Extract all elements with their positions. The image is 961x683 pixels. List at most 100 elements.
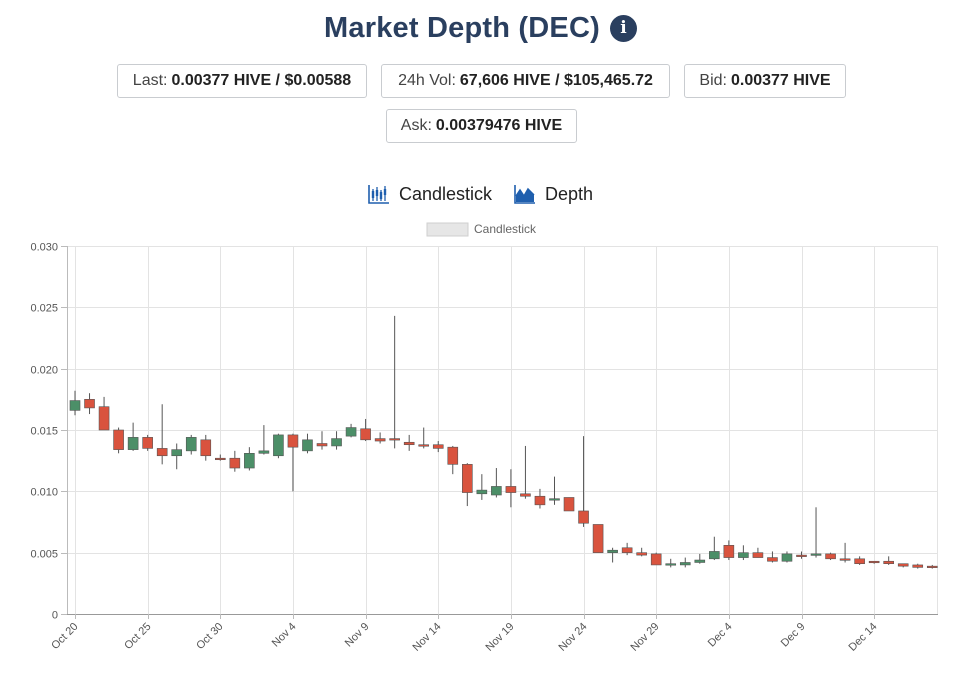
candle [244, 447, 255, 471]
candle [549, 476, 560, 505]
candle [723, 540, 735, 561]
candle [912, 563, 924, 569]
chart-type-tabs: Candlestick Depth [0, 180, 961, 208]
candle [185, 434, 197, 455]
candle-body [607, 549, 618, 553]
candle-body [767, 557, 778, 562]
candle [767, 551, 778, 563]
stat-ask-value: 0.00379476 HIVE [435, 117, 563, 134]
candle [229, 450, 241, 472]
stat-volume-value: 67,606 HIVE / $105,465.72 [459, 72, 653, 89]
candle-body [316, 443, 328, 447]
candle [476, 474, 488, 500]
candle-body [650, 553, 662, 566]
title-row: Market Depth (DEC) i [0, 8, 961, 48]
candle-body [418, 444, 430, 447]
candle [709, 536, 720, 561]
x-tick-label: Nov 19 [483, 621, 516, 654]
tab-depth[interactable]: Depth [514, 184, 593, 205]
stat-last-label: Last: [132, 72, 168, 89]
candle-body [142, 437, 153, 449]
x-tick-label: Dec 9 [779, 621, 808, 650]
candle [607, 547, 618, 563]
candle [491, 468, 502, 498]
y-tick-label: 0.025 [30, 303, 58, 315]
candle-body [287, 434, 299, 448]
candle [665, 558, 677, 568]
x-tick-label: Nov 14 [410, 621, 443, 654]
candle-body [432, 444, 444, 449]
candle [781, 551, 793, 563]
candle-body [98, 406, 110, 431]
candle [854, 556, 865, 565]
candle [868, 560, 880, 564]
candle [389, 315, 400, 449]
candle [926, 564, 938, 569]
x-tick-label: Nov 9 [343, 621, 372, 650]
candle-body [258, 450, 270, 454]
page-title: Market Depth (DEC) [324, 11, 600, 44]
candle-body [592, 524, 604, 553]
candle-body [185, 437, 197, 452]
tab-depth-label: Depth [545, 183, 594, 204]
stat-bid: Bid: 0.00377 HIVE [684, 64, 846, 98]
x-tick-label: Nov 29 [628, 621, 661, 654]
candle [520, 445, 531, 499]
candle [534, 488, 546, 509]
depth-chart-icon [514, 184, 536, 204]
candle [69, 390, 81, 416]
y-tick-label: 0.005 [30, 549, 58, 561]
candle-body [636, 552, 647, 556]
candle-body [127, 437, 139, 450]
candle [418, 427, 430, 449]
stat-volume: 24h Vol: 67,606 HIVE / $105,465.72 [381, 64, 670, 98]
candle-body [723, 545, 735, 558]
x-tick-label: Dec 14 [846, 621, 879, 654]
x-tick-label: Dec 4 [706, 621, 735, 650]
x-tick-label: Oct 25 [122, 621, 153, 652]
candle-body [331, 438, 342, 447]
stat-last-value: 0.00377 HIVE / $0.00588 [171, 72, 352, 89]
candle [374, 432, 386, 444]
legend-swatch [426, 222, 469, 237]
candle [432, 441, 444, 453]
candle-body [389, 438, 400, 441]
candle [84, 393, 95, 415]
candle-body [273, 434, 284, 457]
candle-body [345, 427, 357, 437]
candle [462, 463, 473, 507]
candle-body [360, 428, 371, 441]
candle [694, 553, 706, 564]
stat-ask-label: Ask: [400, 117, 432, 134]
info-icon[interactable]: i [609, 14, 637, 42]
candle-body [156, 448, 168, 457]
chart-candles [69, 315, 938, 569]
stat-bid-value: 0.00377 HIVE [730, 72, 831, 89]
candle-body [113, 429, 124, 450]
candle [839, 542, 851, 563]
candle-body [738, 552, 749, 558]
candle [679, 557, 691, 568]
candle [331, 431, 342, 450]
y-tick-label: 0.015 [30, 426, 58, 438]
chart-legend[interactable]: Candlestick [426, 222, 537, 237]
candle [447, 445, 459, 475]
candle [752, 547, 764, 558]
x-tick-label: Oct 20 [49, 621, 80, 652]
candle-body [825, 553, 836, 560]
candle [200, 434, 212, 461]
candle-body [302, 439, 313, 452]
candle [621, 542, 633, 556]
candle [156, 404, 168, 465]
candle [345, 423, 357, 438]
candle [403, 434, 415, 451]
candlestick-chart-icon [368, 184, 390, 204]
tab-candlestick[interactable]: Candlestick [368, 184, 492, 205]
stat-ask: Ask: 0.00379476 HIVE [386, 109, 577, 143]
candle [360, 418, 371, 442]
candle-body [215, 457, 226, 461]
x-tick-label: Nov 24 [556, 621, 589, 654]
candle-body [171, 449, 183, 457]
candle-body [854, 558, 865, 565]
